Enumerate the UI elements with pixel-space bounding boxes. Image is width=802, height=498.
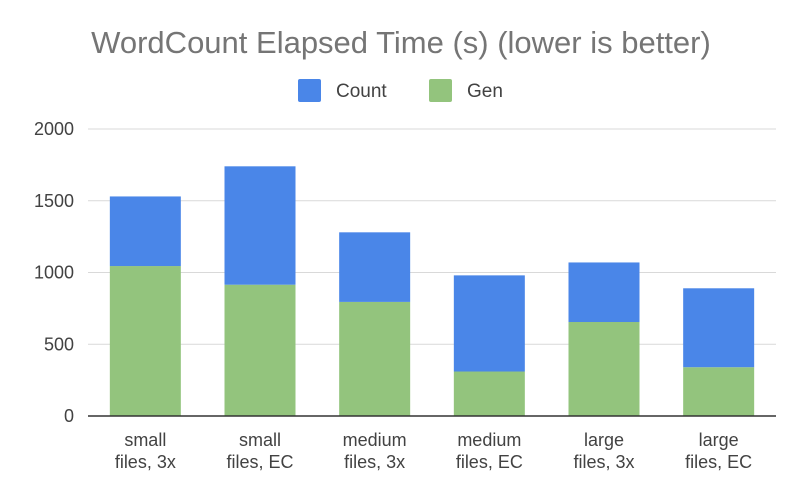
chart-title: WordCount Elapsed Time (s) (lower is bet…	[91, 25, 711, 60]
bar-count	[109, 196, 181, 267]
y-tick-label: 2000	[34, 119, 74, 139]
bar-gen	[339, 301, 411, 416]
x-tick-label: large files, EC	[685, 430, 752, 472]
x-tick-label: large files, 3x	[573, 430, 634, 472]
x-tick-label: medium files, EC	[456, 430, 523, 472]
y-tick-label: 1500	[34, 191, 74, 211]
bar-count	[568, 262, 640, 323]
x-tick-label: small files, 3x	[115, 430, 176, 472]
bar-count	[683, 288, 755, 368]
bar-gen	[224, 284, 296, 416]
legend-swatch-gen	[429, 79, 452, 102]
legend-label-count: Count	[336, 81, 387, 102]
y-tick-label: 0	[64, 406, 74, 426]
y-tick-label: 500	[44, 334, 74, 354]
bar-count	[224, 166, 296, 285]
legend-swatch-count	[298, 79, 321, 102]
legend: Count Gen	[298, 79, 503, 102]
bar-gen	[683, 367, 755, 416]
legend-label-gen: Gen	[467, 81, 503, 102]
bar-gen	[453, 371, 525, 416]
bar-gen	[109, 266, 181, 416]
gridlines	[88, 128, 776, 345]
bar-count	[339, 232, 411, 302]
x-tick-label: small files, EC	[226, 430, 293, 472]
x-axis: small files, 3x small files, EC medium files,…	[115, 430, 752, 472]
y-axis: 0 500 1000 1500 2000	[34, 119, 74, 426]
bar-count	[453, 275, 525, 372]
bars	[109, 166, 755, 416]
bar-gen	[568, 322, 640, 416]
x-tick-label: medium files, 3x	[343, 430, 407, 472]
y-tick-label: 1000	[34, 263, 74, 283]
